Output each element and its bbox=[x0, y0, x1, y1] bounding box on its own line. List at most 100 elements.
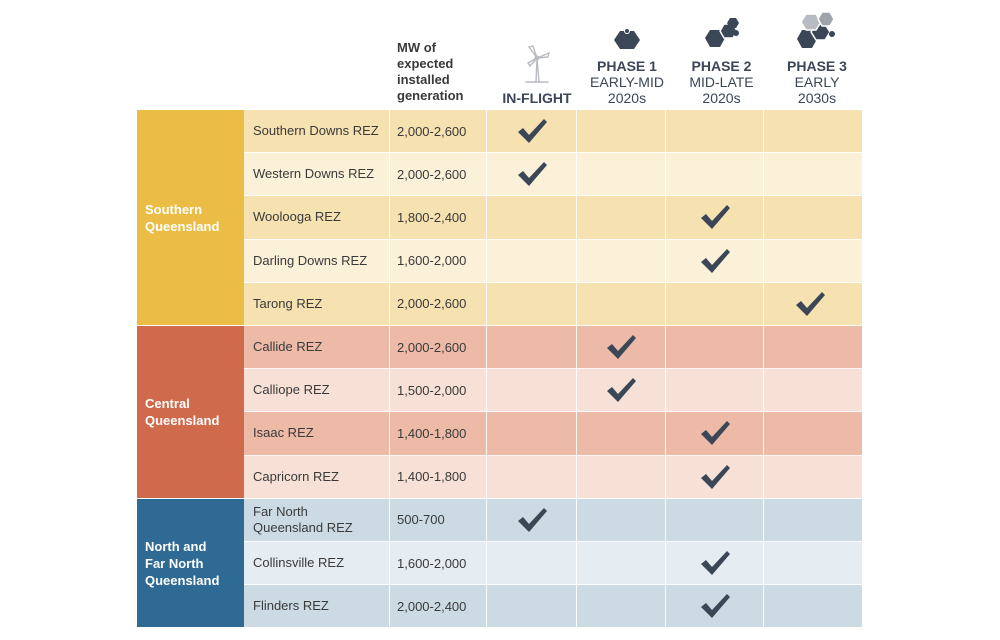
region-label: Central Queensland bbox=[145, 395, 220, 428]
stage-cell-0 bbox=[487, 585, 577, 628]
stage-cell-1 bbox=[577, 153, 666, 196]
stage-cell-2 bbox=[666, 153, 764, 196]
phase3-line2: 2030s bbox=[797, 90, 837, 106]
mw-column-header: MW of expected installed generation bbox=[397, 40, 491, 104]
phase3-title: PHASE 3 bbox=[787, 58, 847, 74]
checkmark-icon bbox=[700, 205, 730, 230]
checkmark-icon bbox=[517, 162, 547, 187]
stage-cell-2 bbox=[666, 585, 764, 628]
stage-cell-3 bbox=[764, 153, 856, 195]
checkmark-icon bbox=[607, 378, 636, 403]
checkmark-icon bbox=[517, 119, 547, 144]
phase2-line2: 2020s bbox=[702, 90, 741, 106]
checkmark-icon bbox=[607, 335, 636, 360]
stage-cell-2 bbox=[666, 239, 764, 282]
phase3-column-header: PHASE 3 EARLY 2030s bbox=[771, 10, 863, 106]
hexagon-large-cluster-icon bbox=[797, 11, 835, 48]
stage-cell-0 bbox=[487, 196, 577, 239]
rez-name: Isaac REZ bbox=[244, 412, 390, 455]
table-row: Tarong REZ 2,000-2,600 bbox=[244, 282, 862, 326]
rez-name: Callide REZ bbox=[244, 326, 390, 369]
stage-cell-0 bbox=[487, 542, 577, 585]
rez-mw-range: 1,500-2,000 bbox=[390, 369, 487, 412]
phase3-line1: EARLY bbox=[794, 74, 840, 90]
stage-cell-0 bbox=[487, 282, 577, 325]
rez-mw-range: 1,400-1,800 bbox=[390, 412, 487, 455]
stage-cell-1 bbox=[577, 412, 666, 455]
stage-cell-2 bbox=[666, 542, 764, 585]
stage-cell-2 bbox=[666, 110, 764, 153]
rez-name: Calliope REZ bbox=[244, 369, 390, 412]
stage-cell-0 bbox=[487, 455, 577, 498]
stage-cell-1 bbox=[577, 542, 666, 585]
stage-cell-0 bbox=[487, 239, 577, 282]
checkmark-icon bbox=[700, 464, 730, 489]
stage-cell-3 bbox=[764, 110, 856, 152]
stage-cell-1 bbox=[577, 196, 666, 239]
table-row: Flinders REZ 2,000-2,400 bbox=[244, 585, 862, 629]
rez-table: Southern Queensland Southern Downs REZ 2,0… bbox=[137, 110, 862, 629]
checkmark-icon bbox=[700, 248, 730, 273]
stage-cell-1 bbox=[577, 498, 666, 541]
rez-mw-range: 2,000-2,600 bbox=[390, 110, 487, 153]
stage-cell-0 bbox=[487, 153, 577, 196]
table-row: Darling Downs REZ 1,600-2,000 bbox=[244, 239, 862, 283]
wind-turbine-icon bbox=[525, 45, 551, 83]
stage-cell-1 bbox=[577, 282, 666, 325]
stage-cell-1 bbox=[577, 369, 666, 412]
table-row: Callide REZ 2,000-2,600 bbox=[244, 326, 862, 370]
table-row: Far North Queensland REZ 500-700 bbox=[244, 498, 862, 542]
phase2-column-header: PHASE 2 MID-LATE 2020s bbox=[672, 16, 771, 106]
table-header: MW of expected installed generation IN-F… bbox=[0, 0, 1000, 110]
phase1-title: PHASE 1 bbox=[597, 58, 657, 74]
stage-cell-1 bbox=[577, 455, 666, 498]
inflight-label: IN-FLIGHT bbox=[502, 90, 572, 106]
rez-name: Woolooga REZ bbox=[244, 196, 390, 239]
rez-name: Tarong REZ bbox=[244, 282, 390, 325]
table-row: Collinsville REZ 1,600-2,000 bbox=[244, 542, 862, 586]
checkmark-icon bbox=[700, 421, 730, 446]
region-2: North and Far North Queensland bbox=[137, 498, 244, 629]
table-row: Southern Downs REZ 2,000-2,600 bbox=[244, 110, 862, 154]
stage-cell-3 bbox=[764, 456, 856, 498]
rez-mw-range: 1,600-2,000 bbox=[390, 239, 487, 282]
stage-cell-2 bbox=[666, 498, 764, 541]
stage-cell-3 bbox=[764, 412, 856, 454]
table-row: Western Downs REZ 2,000-2,600 bbox=[244, 153, 862, 197]
stage-cell-3 bbox=[764, 585, 856, 627]
region-1: Central Queensland bbox=[137, 326, 244, 499]
table-row: Isaac REZ 1,400-1,800 bbox=[244, 412, 862, 456]
rez-mw-range: 500-700 bbox=[390, 498, 487, 541]
rez-mw-range: 2,000-2,600 bbox=[390, 326, 487, 369]
stage-cell-2 bbox=[666, 326, 764, 369]
stage-cell-1 bbox=[577, 326, 666, 369]
table-row: Capricorn REZ 1,400-1,800 bbox=[244, 455, 862, 499]
inflight-column-header: IN-FLIGHT bbox=[493, 44, 581, 106]
stage-cell-3 bbox=[764, 326, 856, 368]
checkmark-icon bbox=[700, 551, 730, 576]
rez-name: Darling Downs REZ bbox=[244, 239, 390, 282]
region-label: North and Far North Queensland bbox=[145, 538, 220, 588]
stage-cell-3 bbox=[764, 196, 856, 238]
stage-cell-2 bbox=[666, 455, 764, 498]
stage-cell-2 bbox=[666, 369, 764, 412]
phase2-line1: MID-LATE bbox=[689, 74, 754, 90]
phase1-line1: EARLY-MID bbox=[590, 74, 664, 90]
stage-cell-0 bbox=[487, 498, 577, 541]
stage-cell-1 bbox=[577, 110, 666, 153]
stage-cell-2 bbox=[666, 196, 764, 239]
rez-name: Collinsville REZ bbox=[244, 542, 390, 585]
stage-cell-0 bbox=[487, 326, 577, 369]
rez-name: Southern Downs REZ bbox=[244, 110, 390, 153]
table-row: Calliope REZ 1,500-2,000 bbox=[244, 369, 862, 413]
rez-name: Flinders REZ bbox=[244, 585, 390, 628]
stage-cell-2 bbox=[666, 412, 764, 455]
rez-name: Far North Queensland REZ bbox=[244, 498, 390, 541]
stage-cell-0 bbox=[487, 412, 577, 455]
checkmark-icon bbox=[796, 291, 825, 316]
phase1-line2: 2020s bbox=[607, 90, 647, 106]
mw-column-label: MW of expected installed generation bbox=[397, 40, 464, 103]
rez-mw-range: 2,000-2,400 bbox=[390, 585, 487, 628]
stage-cell-0 bbox=[487, 110, 577, 153]
region-label: Southern Queensland bbox=[145, 201, 220, 234]
